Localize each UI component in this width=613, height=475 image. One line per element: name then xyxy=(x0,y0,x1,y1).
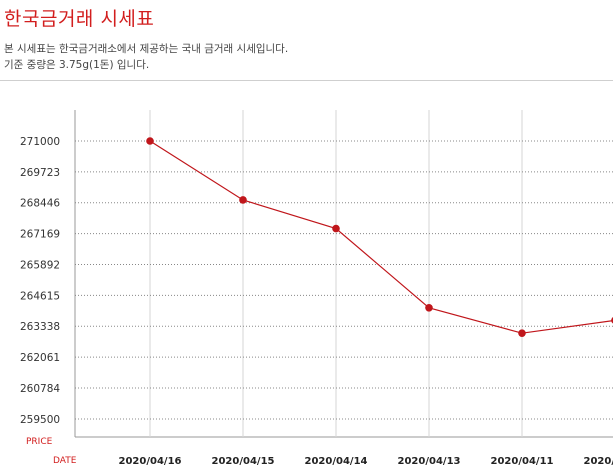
y-axis-label: PRICE xyxy=(26,437,53,447)
data-point xyxy=(239,196,247,204)
description-line-2: 기준 중량은 3.75g(1돈) 입니다. xyxy=(4,59,150,71)
x-tick-label: 2020/04/13 xyxy=(398,456,461,467)
page-title: 한국금거래 시세표 xyxy=(4,8,155,30)
data-point xyxy=(146,137,154,145)
y-tick-label: 269723 xyxy=(20,167,60,179)
data-point xyxy=(425,304,433,312)
data-point xyxy=(518,329,526,337)
x-tick-label: 2020/04/11 xyxy=(491,456,554,467)
y-tick-label: 263338 xyxy=(20,321,60,333)
y-axis-ticks: 271000 269723 268446 267169 265892 264615 2633… xyxy=(20,136,60,426)
y-tick-label: 265892 xyxy=(20,259,60,271)
y-tick-label: 262061 xyxy=(20,352,60,364)
x-tick-label: 2020/04/10 xyxy=(584,456,613,467)
y-tick-label: 264615 xyxy=(20,290,60,302)
header-divider xyxy=(0,80,613,81)
y-tick-label: 268446 xyxy=(20,198,60,210)
x-tick-label: 2020/04/14 xyxy=(305,456,368,467)
series xyxy=(146,137,613,337)
x-axis-ticks: 2020/04/16 2020/04/15 2020/04/14 2020/04/13… xyxy=(119,456,613,467)
series-line xyxy=(149,140,613,334)
y-tick-label: 267169 xyxy=(20,229,60,241)
x-axis-label: DATE xyxy=(53,456,77,466)
y-tick-label: 259500 xyxy=(20,414,60,426)
description-line-1: 본 시세표는 한국금거래소에서 제공하는 국내 금거래 시세입니다. xyxy=(4,43,289,55)
grid xyxy=(74,110,613,438)
data-point xyxy=(332,224,340,233)
y-tick-label: 271000 xyxy=(20,136,60,148)
y-tick-label: 260784 xyxy=(20,383,60,395)
x-tick-label: 2020/04/16 xyxy=(119,456,182,467)
x-tick-label: 2020/04/15 xyxy=(212,456,275,467)
